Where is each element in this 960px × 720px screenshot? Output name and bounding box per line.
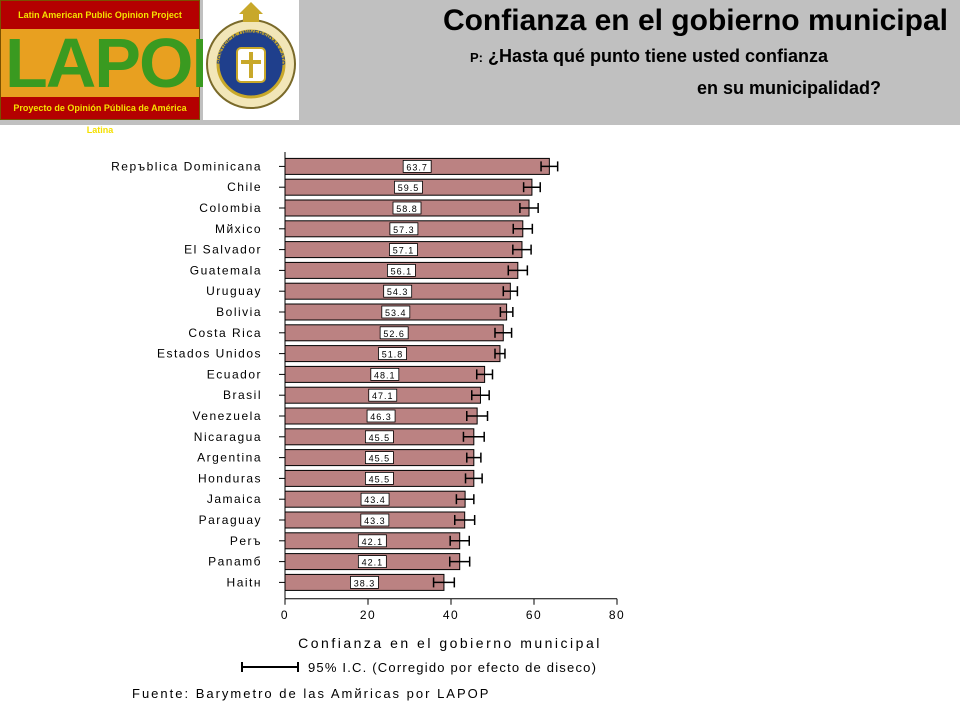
value-label: 51.8 [382, 350, 404, 360]
y-tick-label: Estados Unidos [157, 347, 262, 361]
y-tick-label: Uruguay [206, 284, 262, 298]
x-tick-label: 40 [443, 608, 459, 622]
page-title: Confianza en el gobierno municipal [442, 4, 948, 37]
value-label-box [392, 201, 422, 215]
value-label: 43.3 [364, 516, 386, 526]
y-tick-label: Perъ [230, 534, 262, 548]
value-label: 56.1 [391, 266, 413, 276]
header-banner: Latin American Public Opinion Project LA… [0, 0, 960, 135]
value-label: 52.6 [383, 329, 405, 339]
y-tick-label: Repъblica Dominicana [111, 159, 262, 173]
value-label-box [378, 347, 407, 361]
value-label-box [387, 263, 416, 277]
y-tick-label: Honduras [198, 471, 262, 485]
value-label-box [379, 326, 409, 340]
value-label: 54.3 [387, 287, 409, 297]
y-tick-label: Paraguay [199, 513, 262, 527]
lapop-logo-top-text: Latin American Public Opinion Project [18, 10, 182, 20]
value-label-box [389, 243, 418, 257]
value-label-box [360, 492, 390, 506]
lapop-logo: Latin American Public Opinion Project LA… [0, 0, 238, 135]
value-label: 58.8 [396, 204, 418, 214]
value-label-box [370, 367, 400, 381]
legend: 95% I.C. (Corregido por efecto de diseсo… [241, 660, 597, 675]
y-tick-label: Nicaragua [194, 430, 262, 444]
lapop-logo-word: LAPOP [5, 24, 238, 102]
y-tick-label: Haitн [227, 575, 262, 589]
question-text-line-1: P: ¿Hasta qué punto tiene usted confianz… [470, 46, 828, 67]
value-label: 63.7 [406, 162, 428, 172]
y-tick-label: Colombia [199, 201, 262, 215]
y-tick-label: Brasil [223, 388, 262, 402]
x-tick-label: 60 [526, 608, 542, 622]
value-label: 42.1 [362, 537, 384, 547]
y-tick-label: Mйxico [215, 222, 262, 236]
value-label: 47.1 [372, 391, 394, 401]
value-label-box [366, 409, 396, 423]
y-tick-label: Bolivia [216, 305, 262, 319]
value-label-box [383, 284, 413, 298]
value-label: 57.1 [393, 246, 415, 256]
source-note: Fuente: Barуmetro de las Amйricas por LA… [132, 686, 491, 701]
x-tick-label: 80 [609, 608, 625, 622]
value-label-box [402, 159, 432, 173]
question-text-1: ¿Hasta qué punto tiene usted confianza [488, 46, 829, 66]
x-tick-label: 0 [281, 608, 289, 622]
university-seal-logo: PONTIFICIA UNIVERSIDAD CATOLICA DE CHILE [201, 0, 299, 120]
y-tick-label: Argentina [197, 451, 262, 465]
value-label: 59.5 [398, 183, 420, 193]
legend-label: 95% I.C. (Corregido por efecto de diseсo… [308, 660, 597, 675]
value-label-box [350, 576, 379, 589]
value-label: 42.1 [362, 558, 384, 568]
value-label: 48.1 [374, 370, 396, 380]
y-tick-label: El Salvador [184, 243, 262, 257]
y-tick-label: Costa Rica [188, 326, 262, 340]
y-tick-label: Venezuela [192, 409, 262, 423]
university-seal-icon: PONTIFICIA UNIVERSIDAD CATOLICA DE CHILE [201, 0, 296, 109]
value-label-box [365, 471, 394, 485]
value-label: 46.3 [370, 412, 392, 422]
value-label: 45.5 [369, 433, 391, 443]
value-label-box [357, 534, 387, 548]
y-tick-label: Ecuador [207, 367, 262, 381]
value-label-box [389, 222, 419, 236]
value-label-box [368, 388, 398, 402]
value-label: 38.3 [354, 578, 376, 588]
y-tick-label: Guatemala [190, 263, 262, 277]
lapop-logo-bottom-text: Proyecto de Opinión Pública de América L… [13, 103, 187, 135]
question-text-line-2: en su municipalidad? [697, 78, 882, 98]
lapop-logo-bottom-band: Proyecto de Opinión Pública de América L… [1, 97, 199, 135]
value-label: 57.3 [393, 225, 415, 235]
value-label-box [381, 305, 411, 319]
value-label: 43.4 [364, 495, 386, 505]
value-label: 45.5 [369, 474, 391, 484]
y-tick-label: Chile [227, 180, 262, 194]
x-axis-label: Confianza en el gobierno municipal [298, 635, 602, 651]
value-label-box [365, 430, 394, 444]
bars-group: 63.7 59.5 58.8 57.3 57.1 56.1 54.3 53.4 52.6 51.8… [284, 157, 559, 591]
value-label-box [394, 180, 423, 194]
value-label: 45.5 [369, 454, 391, 464]
question-prefix: P: [470, 50, 483, 65]
lapop-logo-top-band: Latin American Public Opinion Project [1, 1, 199, 29]
x-tick-label: 20 [360, 608, 376, 622]
value-label: 53.4 [385, 308, 407, 318]
value-label-box [357, 555, 387, 568]
value-label-box [360, 513, 390, 527]
y-tick-label: Jamaica [207, 492, 262, 506]
value-label-box [365, 451, 394, 465]
x-axis: Repъblica Dominicana Chile Colombia Mйxico E… [111, 152, 625, 622]
y-tick-label: Panamб [208, 555, 262, 569]
